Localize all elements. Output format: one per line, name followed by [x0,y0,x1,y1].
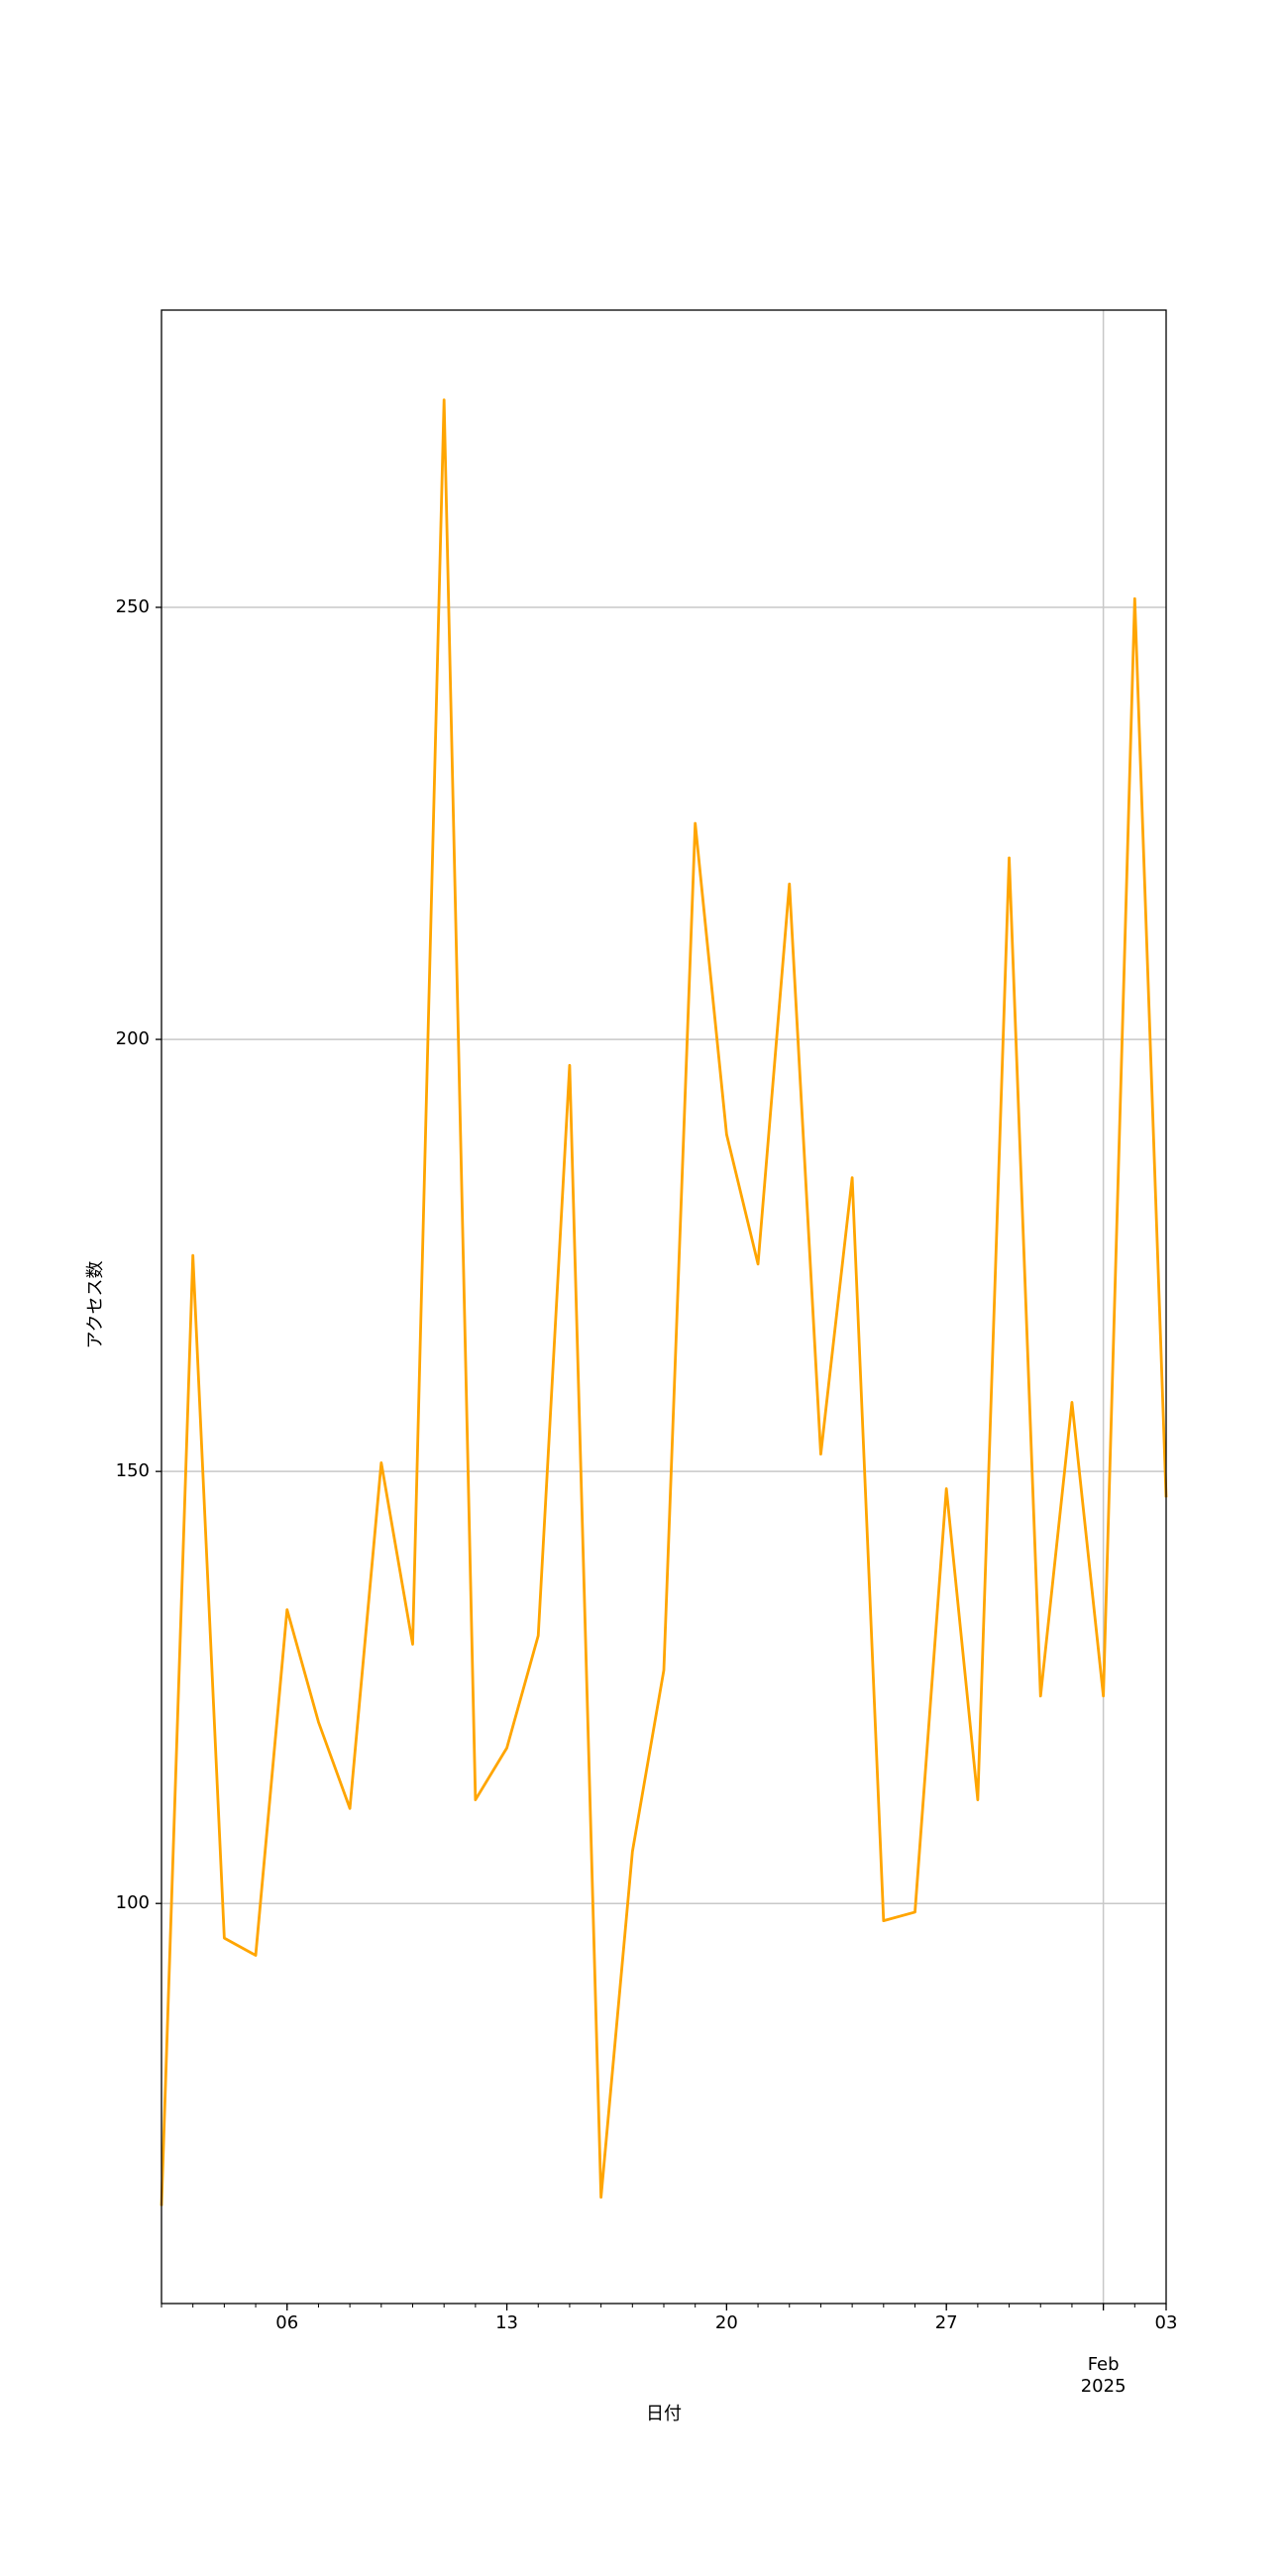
x-tick-label: 06 [275,2312,298,2333]
x-tick-label: 27 [935,2312,958,2333]
y-tick-label: 250 [116,596,150,617]
y-tick-label: 200 [116,1028,150,1049]
x-tick-label: Feb [1088,2354,1120,2375]
y-tick-label: 150 [116,1460,150,1481]
x-tick-sublabel: 2025 [1081,2376,1127,2397]
data-line [160,398,1168,2206]
y-tick-label: 100 [116,1892,150,1913]
x-tick-label: 20 [715,2312,738,2333]
plot-frame [161,309,1167,2305]
x-tick-label: 03 [1155,2312,1178,2333]
x-tick-label: 13 [495,2312,518,2333]
y-axis-label: アクセス数 [85,1260,106,1348]
x-axis-label: 日付 [646,2404,682,2424]
